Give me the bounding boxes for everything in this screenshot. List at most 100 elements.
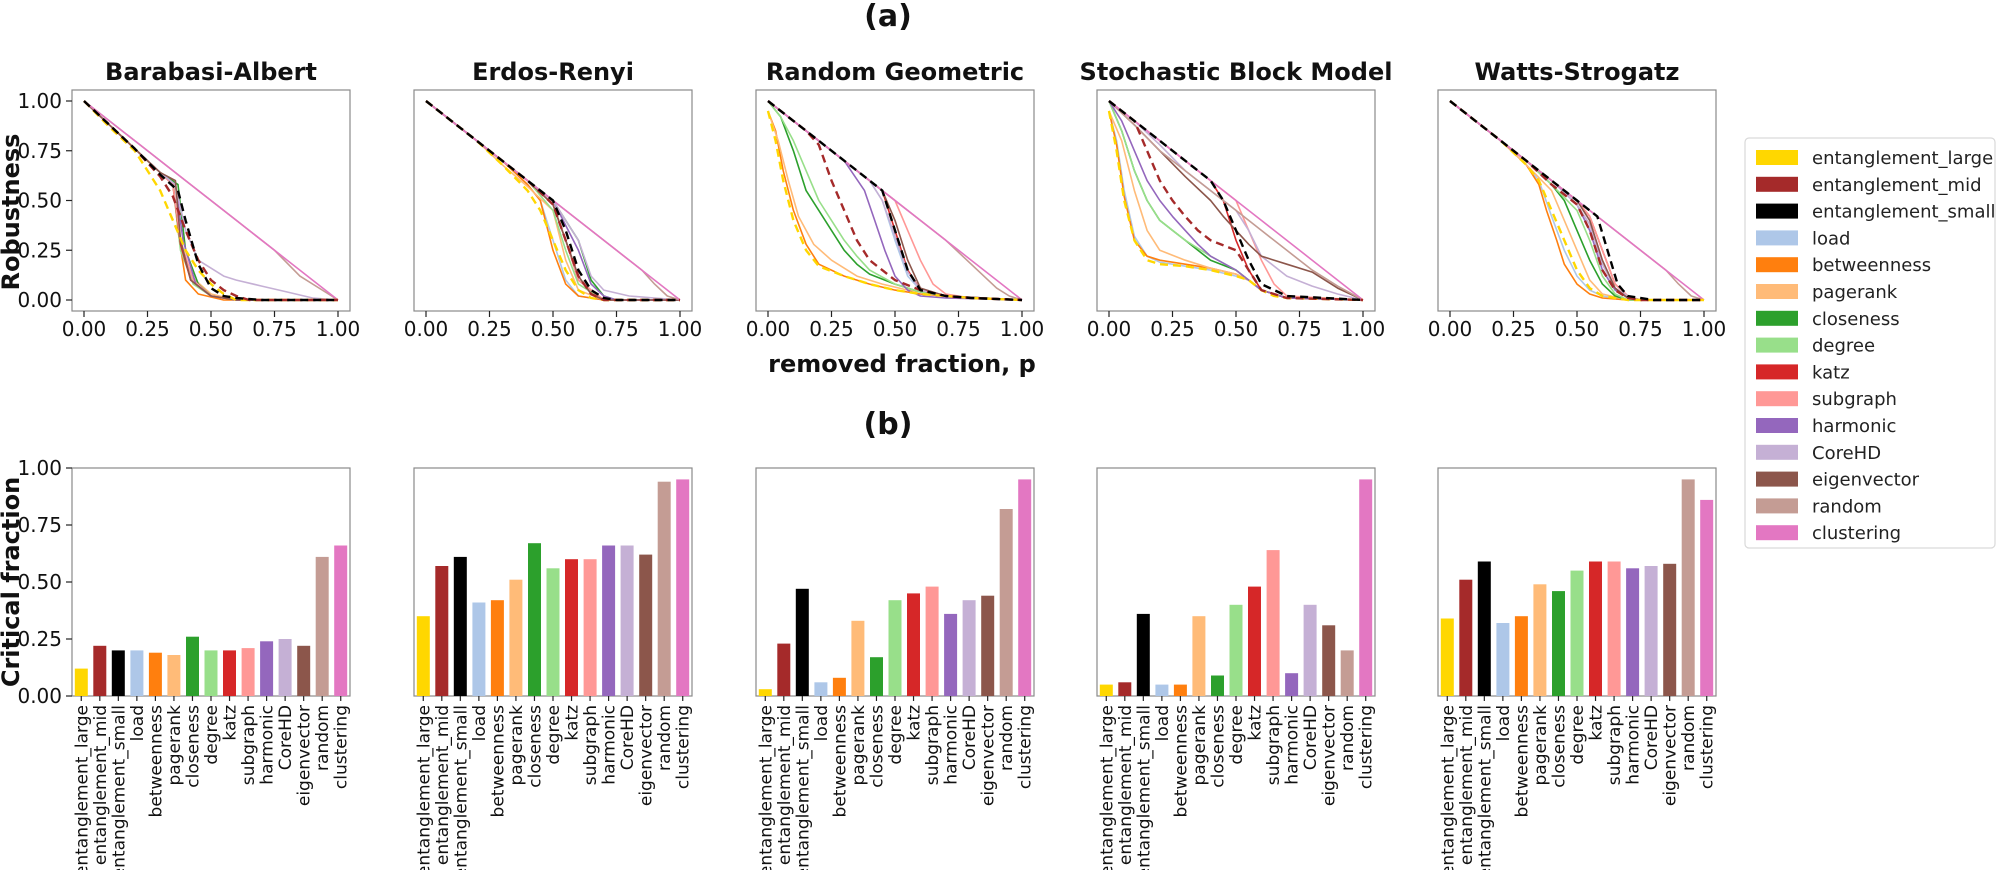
category-label: entanglement_mid — [1116, 705, 1136, 865]
legend-swatch — [1756, 364, 1798, 380]
category-label: clustering — [674, 705, 694, 789]
panel-title: Stochastic Block Model — [1080, 58, 1393, 86]
bar-entanglement-small — [1136, 613, 1150, 696]
x-tick-label: 0.75 — [1618, 317, 1663, 341]
x-tick-label: 0.50 — [531, 317, 576, 341]
legend-swatch — [1756, 444, 1798, 460]
series-line-corehd — [1108, 100, 1364, 301]
legend-item-closeness: closeness — [1756, 309, 1900, 330]
category-label: subgraph — [1605, 705, 1625, 785]
category-label: subgraph — [581, 705, 601, 785]
bar-closeness — [1211, 675, 1224, 696]
bar-closeness — [528, 543, 541, 696]
bar-entanglement-large — [1440, 618, 1454, 696]
bar-clustering — [334, 545, 348, 696]
category-label: entanglement_small — [1134, 705, 1154, 870]
y-tick-label: 0.00 — [17, 684, 62, 708]
category-label: betweenness — [146, 705, 166, 818]
bar-degree — [546, 568, 560, 696]
x-tick-label: 0.25 — [125, 317, 170, 341]
bar-random — [657, 481, 671, 696]
legend-item-degree: degree — [1756, 336, 1875, 357]
bar-entanglement-mid — [777, 643, 791, 696]
bar-harmonic — [1626, 568, 1640, 696]
category-label: entanglement_large — [1438, 705, 1458, 870]
bar-clustering — [676, 479, 690, 696]
series-line-pagerank — [1108, 110, 1364, 301]
category-label: clustering — [1357, 705, 1377, 789]
x-tick-label: 0.75 — [594, 317, 639, 341]
x-tick-label: 0.25 — [809, 317, 854, 341]
bar-corehd — [962, 600, 976, 696]
bar-subgraph — [925, 586, 939, 696]
bar-subgraph — [1266, 550, 1280, 696]
legend-label: entanglement_small — [1812, 202, 1996, 223]
critical-panel-barabasi-albert: 0.000.250.500.751.00entanglement_largeen… — [17, 456, 351, 870]
series-line-load — [1108, 110, 1364, 301]
legend-swatch — [1756, 418, 1798, 433]
category-label: CoreHD — [1301, 705, 1321, 770]
bar-load — [472, 602, 486, 696]
category-label: entanglement_large — [1097, 705, 1117, 870]
y-tick-label: 0.50 — [17, 189, 62, 213]
bar-subgraph — [241, 648, 255, 696]
category-label: katz — [1246, 705, 1266, 741]
bar-corehd — [620, 545, 634, 696]
legend-item-load: load — [1756, 228, 1850, 249]
category-label: clustering — [332, 705, 352, 789]
legend-swatch — [1756, 337, 1798, 353]
category-label: eigenvector — [979, 705, 999, 806]
legend-label: subgraph — [1812, 389, 1897, 410]
category-label: closeness — [184, 705, 204, 788]
x-tick-label: 0.25 — [1150, 317, 1195, 341]
bar-entanglement-large — [758, 689, 772, 696]
category-label: closeness — [1209, 705, 1229, 788]
category-label: eigenvector — [1320, 705, 1340, 806]
category-label: eigenvector — [637, 705, 657, 806]
bar-pagerank — [1192, 616, 1206, 696]
category-label: degree — [1568, 705, 1588, 765]
legend-label: entanglement_large — [1812, 148, 1993, 169]
category-label: degree — [202, 705, 222, 765]
bar-subgraph — [1607, 561, 1621, 696]
x-tick-label: 1.00 — [1000, 317, 1045, 341]
legend-swatch — [1756, 230, 1798, 246]
series-line-entanglement-large — [1107, 110, 1364, 302]
bar-degree — [1229, 604, 1243, 696]
bar-corehd — [278, 639, 292, 696]
legend-label: random — [1812, 496, 1882, 517]
series-line-entanglement-mid — [1108, 100, 1364, 302]
category-label: clustering — [1016, 705, 1036, 789]
legend-swatch — [1756, 310, 1798, 326]
x-tick-label: 0.75 — [252, 317, 297, 341]
bar-pagerank — [509, 579, 523, 696]
critical-panel-watts-strogatz: entanglement_largeentanglement_midentang… — [1437, 467, 1718, 870]
x-tick-label: 0.50 — [1214, 317, 1259, 341]
category-label: entanglement_mid — [91, 705, 111, 865]
bar-degree — [204, 650, 218, 696]
category-label: pagerank — [1190, 705, 1210, 786]
category-label: entanglement_small — [451, 705, 471, 870]
legend-item-clustering: clustering — [1756, 523, 1901, 544]
series-line-degree — [767, 100, 1023, 301]
series-line-pagerank — [767, 110, 1023, 301]
bar-eigenvector — [297, 645, 311, 696]
bar-closeness — [870, 657, 883, 696]
category-label: degree — [1227, 705, 1247, 765]
robustness-panel-watts-strogatz: Watts-Strogatz 0.00 0.25 0.50 0.75 1.00 — [1428, 58, 1727, 341]
bar-eigenvector — [1663, 563, 1677, 696]
bar-pagerank — [167, 655, 181, 696]
bar-degree — [1570, 570, 1584, 696]
bar-entanglement-large — [1099, 684, 1113, 696]
y-tick-label: 0.75 — [17, 513, 62, 537]
category-label: load — [128, 705, 148, 741]
category-label: katz — [905, 705, 925, 741]
bar-harmonic — [260, 641, 274, 696]
bar-pagerank — [1533, 584, 1547, 696]
legend-swatch — [1756, 471, 1798, 487]
category-label: degree — [886, 705, 906, 765]
bar-betweenness — [148, 652, 162, 696]
x-tick-label: 1.00 — [658, 317, 703, 341]
y-tick-label: 1.00 — [17, 456, 62, 480]
